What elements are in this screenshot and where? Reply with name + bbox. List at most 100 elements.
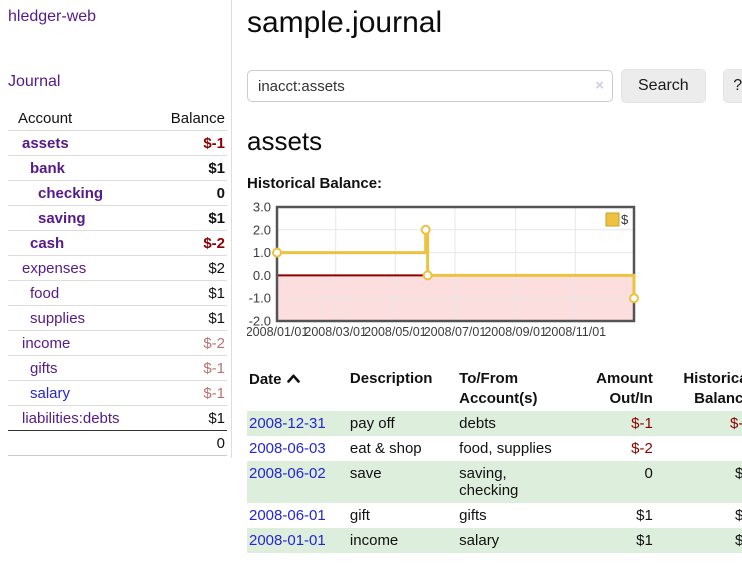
transaction-date-link[interactable]: 2008-06-01	[249, 507, 326, 524]
svg-text:2008/01/01: 2008/01/01	[247, 325, 308, 339]
transaction-description: gift	[349, 507, 370, 524]
account-balance: $1	[152, 205, 227, 231]
date-column-header[interactable]: Date	[247, 367, 348, 411]
balance-column-header-register: Historical Balance	[683, 370, 742, 407]
transaction-accounts: saving, checking	[459, 465, 519, 499]
account-link[interactable]: cash	[30, 234, 65, 252]
transaction-balance: $2	[735, 507, 742, 524]
svg-text:-2.0: -2.0	[249, 314, 271, 329]
account-row: cash $-2	[8, 230, 227, 256]
account-balance: $-1	[152, 355, 227, 381]
transaction-accounts: food, supplies	[459, 440, 552, 457]
account-tree-header: Account Balance	[8, 106, 227, 131]
register-row: 2008-01-01 income salary $1 $1	[247, 528, 742, 553]
page-title: sample.journal	[247, 6, 443, 39]
account-row: saving $1	[8, 205, 227, 231]
transaction-date-link[interactable]: 2008-01-01	[249, 532, 326, 549]
main-content: sample.journal × Search ? assets Histori…	[232, 0, 742, 582]
account-balance: $1	[152, 280, 227, 306]
chart-title: Historical Balance:	[247, 175, 383, 192]
transaction-date-link[interactable]: 2008-06-03	[249, 440, 326, 457]
transaction-balance: $1	[735, 532, 742, 549]
transaction-amount: 0	[644, 465, 653, 482]
transaction-amount: $-1	[631, 415, 653, 432]
search-button[interactable]: Search	[621, 69, 706, 103]
transaction-accounts: salary	[459, 532, 500, 549]
clear-search-icon[interactable]: ×	[595, 77, 604, 94]
transaction-amount: $1	[636, 507, 653, 524]
search-input[interactable]	[247, 70, 613, 102]
account-row: liabilities:debts $1	[8, 405, 227, 431]
account-link[interactable]: assets	[22, 134, 69, 152]
account-row: gifts $-1	[8, 355, 227, 381]
transaction-description: pay off	[349, 415, 395, 432]
sidebar: hledger-web Journal Account Balance asse…	[0, 0, 232, 458]
account-link[interactable]: supplies	[30, 309, 86, 327]
transaction-amount: $-2	[631, 440, 653, 457]
transaction-date-link[interactable]: 2008-06-02	[249, 465, 326, 482]
register-row: 2008-06-03 eat & shop food, supplies $-20	[247, 436, 742, 461]
account-link[interactable]: expenses	[22, 259, 87, 277]
svg-text:2008/03/01: 2008/03/01	[304, 325, 367, 339]
sort-ascending-icon	[286, 369, 300, 389]
account-link[interactable]: income	[22, 334, 71, 352]
account-total-row: 0	[8, 430, 227, 456]
account-balance: $1	[152, 155, 227, 181]
transaction-accounts: gifts	[459, 507, 487, 524]
amount-column-header: Amount Out/In	[596, 370, 653, 407]
transaction-description: income	[349, 532, 399, 549]
account-row: assets $-1	[8, 130, 227, 156]
svg-text:2008/05/01: 2008/05/01	[364, 325, 427, 339]
sidebar-item-journal[interactable]: Journal	[8, 73, 61, 90]
account-balance: $-2	[152, 330, 227, 356]
account-balance: $-1	[152, 130, 227, 156]
description-column-header: Description	[349, 370, 433, 387]
transaction-balance: $2	[735, 465, 742, 482]
app-title-link[interactable]: hledger-web	[8, 8, 97, 25]
svg-text:2.0: 2.0	[253, 222, 271, 237]
account-balance: $-1	[152, 380, 227, 406]
transaction-balance: $-1	[730, 415, 742, 432]
account-link[interactable]: food	[30, 284, 60, 302]
total-balance: 0	[152, 430, 227, 456]
account-link[interactable]: salary	[30, 384, 71, 402]
transaction-date-link[interactable]: 2008-12-31	[249, 415, 326, 432]
transaction-amount: $1	[636, 532, 653, 549]
register-row: 2008-06-01 gift gifts $1 $2	[247, 503, 742, 528]
svg-text:$: $	[621, 212, 629, 227]
search-form: × Search ?	[247, 69, 742, 103]
register-row: 2008-12-31 pay off debts $-1 $-1	[247, 411, 742, 436]
spacer-cell	[8, 430, 153, 456]
account-tree: Account Balance assets $-1 bank $1 checking 0…	[8, 106, 227, 456]
account-link[interactable]: checking	[38, 184, 104, 202]
account-balance: $-2	[152, 230, 227, 256]
svg-text:0.0: 0.0	[253, 268, 271, 283]
svg-text:2008/07/01: 2008/07/01	[424, 325, 487, 339]
account-row: bank $1	[8, 155, 227, 181]
account-page-title: assets	[247, 126, 323, 156]
svg-text:1.0: 1.0	[253, 245, 271, 260]
register-table: Date Description To/From Account(s) Amou…	[247, 367, 742, 553]
account-row: supplies $1	[8, 305, 227, 331]
account-balance: $1	[152, 305, 227, 331]
svg-text:2008/11/01: 2008/11/01	[544, 325, 606, 339]
register-body: 2008-12-31 pay off debts $-1 $-1 2008-06-03 ea…	[247, 411, 742, 553]
help-button[interactable]: ?	[722, 69, 742, 103]
account-link[interactable]: bank	[30, 159, 66, 177]
svg-text:-1.0: -1.0	[249, 291, 271, 306]
account-row: income $-2	[8, 330, 227, 356]
historical-balance-chart: $3.0 2.0 1.0 0.0 -1.0 -2.0 2008/01/01 2008/03/0…	[246, 200, 742, 345]
account-column-header: Account	[18, 109, 73, 127]
register-header-row: Date Description To/From Account(s) Amou…	[247, 367, 742, 411]
account-link[interactable]: liabilities:debts	[22, 409, 120, 427]
account-row: salary $-1	[8, 380, 227, 406]
account-link[interactable]: gifts	[30, 359, 58, 377]
svg-text:3.0: 3.0	[253, 202, 271, 215]
transaction-accounts: debts	[459, 415, 496, 432]
account-balance: 0	[152, 180, 227, 206]
account-balance: $2	[152, 255, 227, 281]
accounts-column-header: To/From Account(s)	[459, 370, 538, 407]
account-link[interactable]: saving	[38, 209, 86, 227]
account-row: food $1	[8, 280, 227, 306]
search-box: ×	[247, 70, 613, 102]
